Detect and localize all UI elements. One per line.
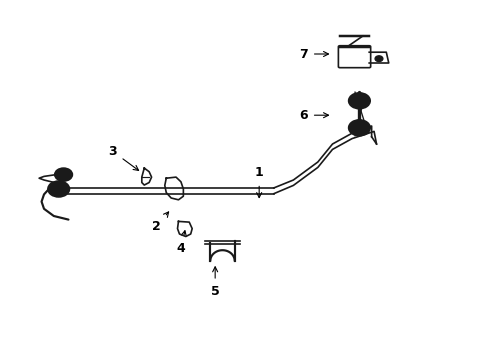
Polygon shape (368, 52, 388, 63)
Text: 6: 6 (298, 109, 328, 122)
Circle shape (352, 96, 365, 105)
Circle shape (374, 56, 382, 62)
Text: 7: 7 (298, 48, 328, 60)
Circle shape (348, 93, 369, 109)
Circle shape (55, 168, 72, 181)
Text: 2: 2 (152, 212, 168, 233)
Circle shape (352, 123, 365, 132)
Circle shape (60, 172, 67, 177)
Text: 1: 1 (254, 166, 263, 198)
Text: 3: 3 (108, 145, 138, 170)
FancyBboxPatch shape (338, 46, 370, 68)
Text: 5: 5 (210, 267, 219, 298)
Text: 4: 4 (176, 231, 186, 255)
Circle shape (348, 120, 369, 136)
Circle shape (48, 181, 69, 197)
